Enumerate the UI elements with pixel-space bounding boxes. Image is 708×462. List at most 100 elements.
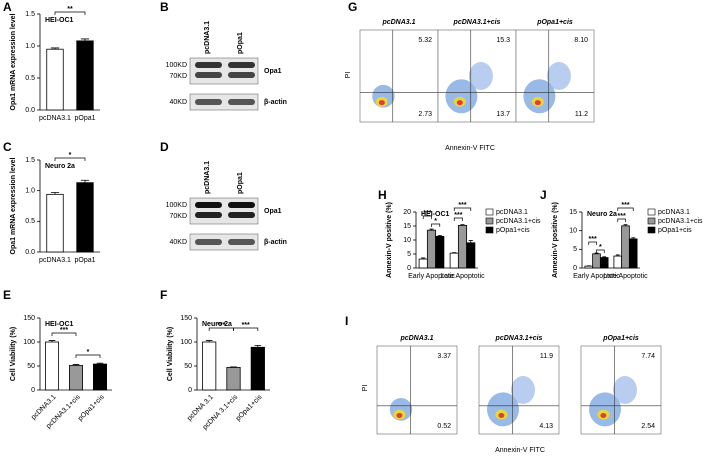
error-bar [631, 237, 636, 239]
y-tick-label: 100 [180, 339, 192, 346]
sample-title: pOpa1+cis [602, 335, 639, 342]
y-tick-label: 150 [180, 315, 192, 322]
y-tick-label: 0.5 [25, 218, 35, 225]
significance: *** [589, 236, 597, 243]
significance-bracket [233, 327, 259, 331]
legend-label: pOpa1+cis [658, 227, 692, 234]
band [228, 72, 255, 78]
band [228, 62, 255, 68]
significance-bracket [596, 249, 605, 253]
bar [613, 255, 623, 269]
band [195, 62, 222, 68]
chart-note: Neuro 2a [202, 321, 232, 328]
density [487, 392, 519, 427]
chart-note: Neuro 2a [45, 163, 75, 170]
band [195, 99, 222, 105]
bar [457, 225, 468, 269]
error-bar [623, 224, 628, 226]
bar [46, 193, 64, 253]
significance-bracket [453, 217, 463, 221]
y-tick-label: 0 [407, 265, 411, 272]
legend-swatch [647, 217, 656, 225]
significance: * [599, 244, 602, 251]
y-tick-label: 10 [569, 228, 577, 235]
quadrant-value: 13.7 [496, 111, 510, 118]
error-bar [50, 47, 60, 50]
y-tick-label: 20 [403, 209, 411, 216]
error-bar [72, 364, 80, 366]
legend-label: pcDNA3.1 [496, 209, 528, 216]
significance: *** [458, 202, 466, 209]
y-axis-label: Opa1 mRNA expression level [10, 13, 17, 110]
bar [584, 265, 594, 269]
panel-letter: D [160, 140, 169, 154]
significance-bracket [75, 354, 101, 358]
protein-label: Opa1 [264, 68, 282, 75]
panel-letter: I [345, 314, 348, 328]
panel-letter: B [160, 0, 169, 14]
y-axis-label: PI [345, 72, 352, 79]
band [195, 72, 222, 78]
bar [76, 182, 94, 253]
marker-label: 70KD [169, 213, 187, 220]
y-tick-label: 0 [188, 387, 192, 394]
y-tick-label: 0 [31, 387, 35, 394]
lane-label: pOpa1 [237, 32, 244, 54]
x-tick-label: pOpa1 [74, 115, 95, 122]
panel-letter: J [540, 188, 547, 202]
lane-label: pcDNA3.1 [204, 161, 211, 194]
y-tick-label: 10 [403, 237, 411, 244]
y-tick-label: 0.0 [25, 249, 35, 256]
density [546, 62, 571, 90]
error-bar [460, 224, 465, 226]
lane-label: pOpa1 [237, 172, 244, 194]
density [613, 376, 637, 404]
significance-bracket [588, 241, 597, 245]
y-tick-label: 100 [23, 339, 35, 346]
bar [45, 341, 60, 391]
error-bar [421, 257, 426, 260]
x-tick-label: pOpa1+cis [235, 393, 264, 422]
panel-letter: F [160, 288, 167, 302]
error-bar [615, 254, 620, 257]
significance-bracket [54, 11, 86, 15]
bar [621, 225, 630, 269]
legend-label: pcDNA3.1+cis [658, 218, 703, 225]
marker-label: 70KD [169, 73, 187, 80]
blot [189, 197, 259, 225]
significance: *** [242, 322, 250, 329]
significance-bracket [453, 207, 472, 211]
density [511, 376, 535, 404]
significance: *** [60, 327, 68, 334]
panel-letter: E [3, 288, 11, 302]
y-tick-label: 50 [184, 363, 192, 370]
y-axis-label: Annexin-V positive (%) [552, 202, 559, 278]
bar [628, 238, 638, 269]
error-bar [468, 240, 473, 243]
blot [189, 93, 259, 111]
density [378, 100, 385, 106]
error-bar [96, 362, 104, 365]
legend-swatch [647, 208, 656, 216]
legend-swatch [485, 208, 494, 216]
chart-note: HEI-OC1 [421, 211, 450, 218]
plot-frame [376, 345, 458, 435]
y-tick-label: 1.0 [25, 188, 35, 195]
x-tick-label: pcDNA3.1 [39, 115, 71, 122]
x-axis-label: Annexin-V FITC [445, 145, 495, 152]
y-tick-label: 15 [569, 209, 577, 216]
error-bar [429, 228, 434, 231]
significance: *** [621, 202, 629, 209]
significance: * [87, 349, 90, 356]
bar [592, 253, 601, 269]
significance-bracket [54, 157, 86, 161]
band [228, 99, 255, 105]
quadrant-value: 15.3 [496, 37, 510, 44]
bar [435, 235, 445, 269]
band [195, 202, 222, 208]
protein-label: β-actin [264, 99, 287, 106]
significance-bracket [431, 223, 441, 227]
band [228, 202, 255, 208]
chart-note: HEI-OC1 [45, 321, 74, 328]
band [195, 212, 222, 218]
